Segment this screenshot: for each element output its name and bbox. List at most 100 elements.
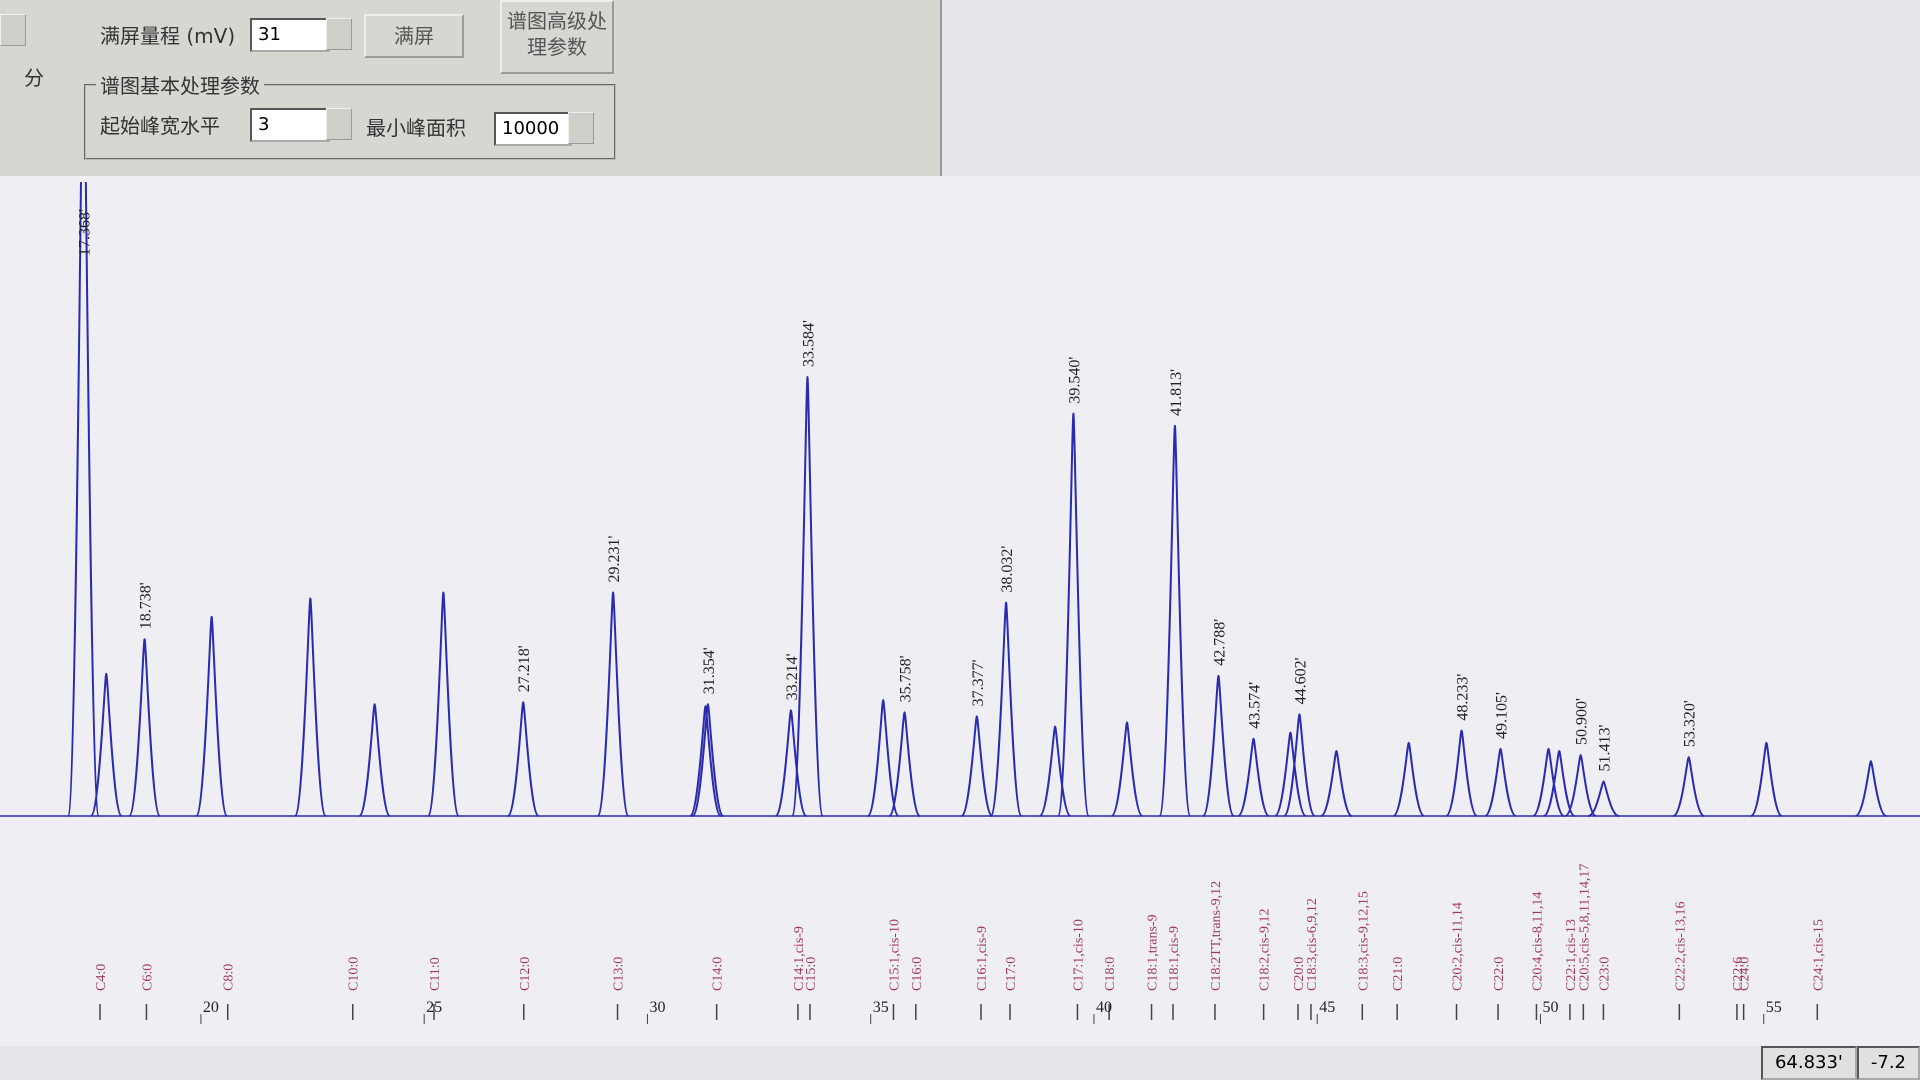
x-tick-label: 50	[1542, 999, 1558, 1016]
peak-label: 27.218'	[516, 645, 533, 692]
plot-background	[0, 176, 1920, 1046]
peak-label: 44.602'	[1292, 657, 1309, 704]
component-label: C22:6	[1731, 957, 1746, 991]
unit-label: 分	[24, 66, 44, 90]
peak	[128, 638, 161, 817]
component-label: C12:0	[518, 957, 533, 991]
component-label: C20:0	[1292, 957, 1307, 991]
peak	[89, 672, 123, 817]
group-box	[84, 84, 616, 160]
peak-label: 43.574'	[1247, 682, 1264, 729]
peak	[427, 591, 460, 817]
component-label: C18:1,trans-9	[1146, 914, 1161, 991]
peak-label: 33.214'	[784, 653, 801, 700]
peak	[1110, 721, 1144, 817]
component-label: C4:0	[94, 964, 109, 991]
peak-label: 49.105'	[1494, 692, 1511, 739]
peak	[506, 701, 540, 817]
component-label: C24:0	[1738, 957, 1753, 991]
min-area-input[interactable]: 10000	[494, 112, 572, 146]
control-panel: 分 满屏量程 (mV) 31 满屏 谱图高级处理参数 谱图基本处理参数 起始峰宽…	[0, 0, 942, 178]
peak	[689, 705, 722, 817]
peak-label: 53.320'	[1682, 700, 1699, 747]
x-tick-label: 55	[1766, 999, 1782, 1016]
component-label: C22:0	[1492, 957, 1507, 991]
peak	[1274, 731, 1307, 817]
component-label: C23:0	[1597, 957, 1612, 991]
component-label: C6:0	[140, 964, 155, 991]
peak	[1057, 412, 1090, 817]
x-tick-label: 25	[426, 999, 442, 1016]
peak-label: 35.758'	[898, 655, 915, 702]
component-label: C16:0	[910, 957, 925, 991]
component-label: C18:0	[1103, 957, 1118, 991]
x-tick-label: 30	[649, 999, 665, 1016]
component-label: C17:0	[1004, 957, 1019, 991]
component-label: C21:0	[1391, 957, 1406, 991]
peak	[866, 699, 900, 817]
peak	[1202, 674, 1235, 817]
x-tick-label: 45	[1319, 999, 1335, 1016]
component-label: C14:1,cis-9	[792, 926, 807, 991]
min-area-label: 最小峰面积	[366, 116, 466, 140]
peak-label: 37.377'	[970, 659, 987, 706]
peak-label: 51.413'	[1597, 724, 1614, 771]
peak-width-label: 起始峰宽水平	[100, 114, 220, 138]
status-value: -7.2	[1856, 1046, 1920, 1080]
dropdown[interactable]	[0, 14, 26, 46]
status-time: 64.833'	[1760, 1046, 1857, 1080]
peak	[1158, 424, 1192, 817]
component-label: C11:0	[428, 957, 443, 991]
component-label: C18:3,cis-6,9,12	[1305, 898, 1320, 991]
peak	[1237, 737, 1270, 817]
component-label: C8:0	[222, 964, 237, 991]
peak	[774, 709, 808, 817]
peak-label: 39.540'	[1066, 357, 1083, 404]
component-label: C18:3,cis-9,12,15	[1356, 891, 1371, 991]
peak	[195, 615, 229, 817]
spinner[interactable]	[326, 108, 352, 140]
peak	[888, 711, 921, 817]
x-tick-label: 40	[1096, 999, 1112, 1016]
component-label: C10:0	[347, 957, 362, 991]
peak-label: 17.368'	[76, 209, 93, 256]
x-tick-label: 20	[203, 999, 219, 1016]
group-title: 谱图基本处理参数	[96, 70, 264, 99]
component-label: C14:0	[711, 957, 726, 991]
component-label: C18:2,cis-9,12	[1258, 909, 1273, 991]
peak-label: 38.032'	[999, 546, 1016, 593]
peak-label: 48.233'	[1455, 674, 1472, 721]
spinner[interactable]	[568, 112, 594, 144]
peak	[67, 182, 100, 817]
peak	[1587, 780, 1620, 817]
spinner[interactable]	[326, 18, 352, 50]
peak	[293, 597, 327, 817]
peak	[791, 375, 824, 817]
peak-label: 33.584'	[800, 320, 817, 367]
peak-label: 42.788'	[1211, 619, 1228, 666]
peaks	[67, 182, 1887, 817]
component-label: C13:0	[612, 957, 627, 991]
peak	[1320, 749, 1353, 817]
peak	[960, 715, 994, 817]
full-scale-input[interactable]: 31	[250, 18, 330, 52]
component-label: C20:4,cis-8,11,14	[1530, 892, 1545, 991]
component-label: C22:1,cis-13	[1564, 919, 1579, 991]
full-scale-button[interactable]: 满屏	[364, 14, 464, 58]
component-label: C16:1,cis-9	[975, 926, 990, 991]
peak	[1672, 756, 1705, 817]
peak	[1445, 729, 1478, 817]
chromatogram: 17.368' 18.738' 27.218' 29.231' 31.354' 33.21…	[0, 176, 1920, 1046]
peak	[1564, 754, 1598, 817]
component-label: C20:5,cis-5,8,11,14,17	[1577, 864, 1592, 991]
advanced-button[interactable]: 谱图高级处理参数	[500, 0, 614, 74]
peak	[1484, 747, 1517, 817]
component-label: C24:1,cis-15	[1811, 919, 1826, 991]
peak-width-input[interactable]: 3	[250, 108, 330, 142]
component-label: C15:1,cis-10	[887, 919, 902, 991]
peak	[1038, 725, 1072, 817]
peak-label: 29.231'	[606, 535, 623, 582]
component-label: C15:0	[804, 957, 819, 991]
peak	[596, 591, 630, 817]
